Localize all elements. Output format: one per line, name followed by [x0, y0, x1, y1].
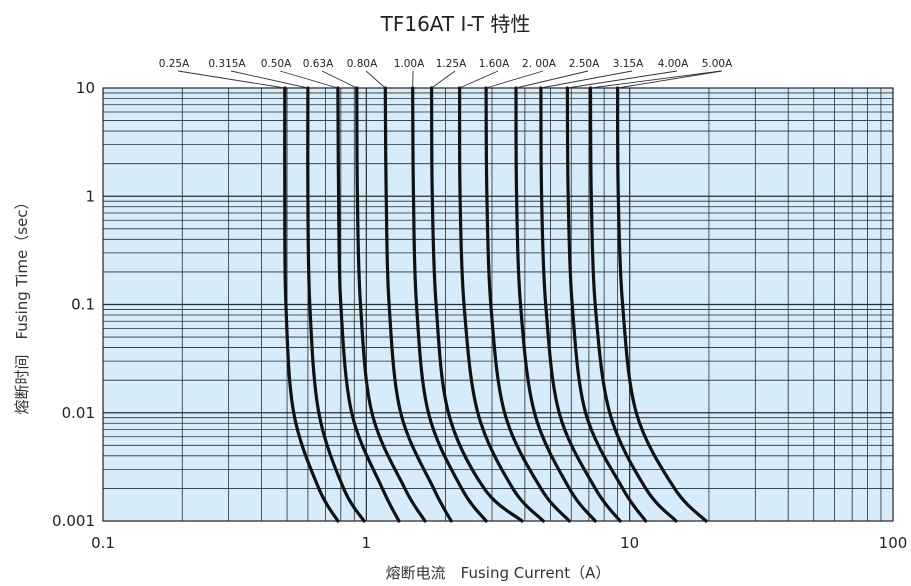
- rating-leader-line: [230, 70, 309, 89]
- y-axis-label: 熔断时间 Fusing Time（sec）: [13, 194, 31, 414]
- x-tick-label: 0.1: [91, 534, 115, 552]
- x-tick-label: 100: [879, 534, 908, 552]
- rating-leader-line: [365, 70, 386, 89]
- rating-leader-line: [617, 70, 723, 89]
- rating-leader-line: [459, 70, 499, 89]
- chart-title: TF16AT I-T 特性: [380, 12, 531, 36]
- rating-leader-line: [590, 70, 722, 89]
- rating-label: 0.25A: [159, 58, 190, 70]
- fuse-curve: [306, 86, 366, 523]
- rating-leader-line: [485, 70, 544, 89]
- y-tick-label: 0.1: [71, 296, 95, 314]
- rating-leader-line: [567, 70, 678, 89]
- fuse-curve: [616, 86, 708, 523]
- x-tick-label: 10: [620, 534, 639, 552]
- rating-label: 1.60A: [479, 58, 510, 70]
- rating-leader-line: [431, 70, 456, 89]
- x-tick-label: 1: [362, 534, 372, 552]
- rating-leader-line: [321, 70, 357, 89]
- rating-label: 1.25A: [436, 58, 467, 70]
- rating-label: 0.63A: [303, 58, 334, 70]
- fuse-curve: [430, 86, 524, 523]
- rating-label: 2.50A: [569, 58, 600, 70]
- plot-border: [102, 87, 894, 522]
- fuse-curve: [514, 86, 597, 523]
- rating-label: 5.00A: [702, 58, 733, 70]
- fuse-curve: [565, 86, 648, 523]
- rating-label: 3.15A: [613, 58, 644, 70]
- y-tick-label: 0.01: [62, 404, 95, 422]
- rating-labels: 0.25A 0.315A 0.50A 0.63A 0.80A 1.00A 1.25A 1.60…: [159, 58, 733, 89]
- rating-leader-line: [279, 70, 339, 89]
- rating-leader-line: [177, 70, 285, 89]
- fuse-curve: [336, 86, 401, 523]
- rating-label: 0.80A: [347, 58, 378, 70]
- x-axis-label: 熔断电流 Fusing Current（A）: [386, 564, 611, 582]
- fuse-curve: [484, 86, 571, 523]
- y-tick-label: 0.001: [52, 512, 95, 530]
- rating-label: 0.50A: [261, 58, 292, 70]
- rating-label: 4.00A: [658, 58, 689, 70]
- fuse-curve: [457, 86, 545, 523]
- x-tick-labels: 0.1 1 10 100: [91, 534, 907, 552]
- fuse-curve: [355, 86, 427, 523]
- rating-label: 1.00A: [394, 58, 425, 70]
- fuse-curves: [283, 86, 708, 523]
- rating-leader-line: [515, 70, 589, 89]
- rating-leader-line: [540, 70, 633, 89]
- rating-label: 2. 00A: [522, 58, 557, 70]
- fuse-curve: [283, 86, 340, 523]
- fuse-curve: [383, 86, 453, 523]
- fuse-curve: [588, 86, 678, 523]
- y-tick-label: 1: [85, 187, 95, 205]
- fuse-curve: [411, 86, 488, 523]
- fuse-curve: [539, 86, 622, 523]
- y-tick-label: 10: [76, 79, 95, 97]
- rating-label: 0.315A: [208, 58, 246, 70]
- y-tick-labels: 0.001 0.01 0.1 1 10: [52, 79, 95, 530]
